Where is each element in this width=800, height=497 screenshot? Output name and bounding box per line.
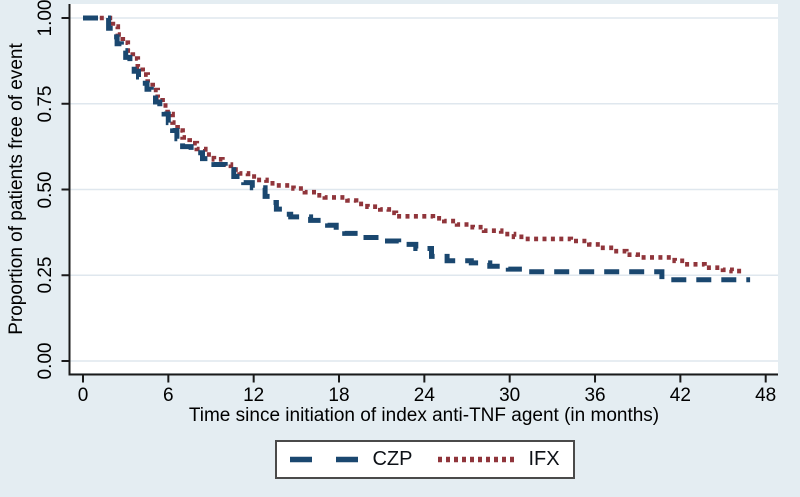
x-axis-title: Time since initiation of index anti-TNF … bbox=[188, 405, 660, 426]
x-tick-label: 24 bbox=[413, 385, 435, 406]
y-axis-title: Proportion of patients free of event bbox=[6, 43, 27, 335]
x-tick-label: 48 bbox=[755, 385, 777, 406]
x-tick-label: 36 bbox=[584, 385, 606, 406]
y-tick-label: 0.75 bbox=[35, 85, 56, 123]
y-tick-label: 0.00 bbox=[35, 342, 56, 380]
ifx-dotted-line-sample bbox=[438, 456, 515, 463]
x-tick-label: 42 bbox=[669, 385, 691, 406]
legend-box: CZP IFX bbox=[275, 440, 575, 479]
legend-label-ifx: IFX bbox=[528, 448, 560, 470]
x-tick-label: 18 bbox=[328, 385, 350, 406]
czp-dash-line-sample bbox=[290, 456, 359, 463]
x-tick-label: 30 bbox=[499, 385, 521, 406]
y-tick-label: 0.50 bbox=[35, 171, 56, 208]
y-tick-label: 0.25 bbox=[35, 256, 56, 294]
legend-item-czp: CZP bbox=[290, 448, 412, 471]
y-tick-label: 1.00 bbox=[35, 0, 56, 37]
x-tick-label: 0 bbox=[77, 385, 89, 406]
x-tick-label: 6 bbox=[163, 385, 174, 406]
legend-item-ifx: IFX bbox=[438, 448, 560, 471]
x-tick-label: 12 bbox=[243, 385, 265, 406]
legend-label-czp: CZP bbox=[372, 448, 413, 470]
